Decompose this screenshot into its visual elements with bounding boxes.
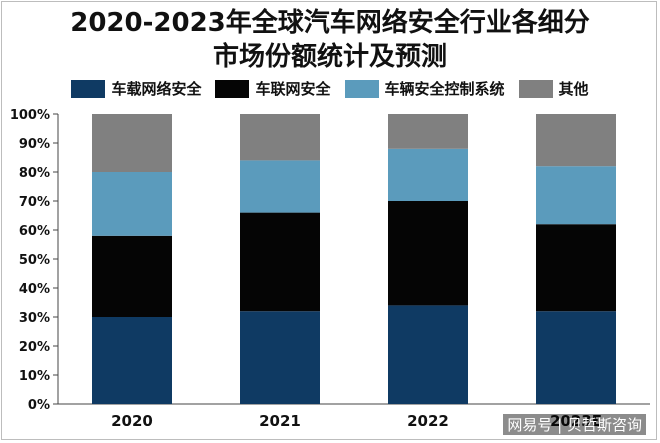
bar-segment [92,235,172,317]
bar-segment [536,311,616,404]
bar-segment [388,201,468,306]
y-tick-label: 60% [19,224,50,239]
legend-swatch [215,79,250,98]
y-tick-label: 70% [19,195,50,210]
legend-item: 其他 [518,78,589,99]
legend-label: 其他 [558,80,589,98]
legend-swatch [518,79,553,98]
chart-title-line-2: 市场份额统计及预测 [212,42,447,72]
bar-segment [92,172,172,236]
y-tick-label: 100% [10,108,50,123]
y-tick-label: 20% [19,340,50,355]
legend-label: 车辆安全控制系统 [384,80,505,98]
bar-segment [240,212,320,312]
bar-segment [388,148,468,201]
y-tick-label: 30% [19,311,50,326]
bar-segment [536,224,616,312]
legend-swatch [344,79,379,98]
x-tick-label: 2020 [111,412,153,430]
legend-label: 车联网安全 [255,80,331,98]
chart-title: 2020-2023年全球汽车网络安全行业各细分 市场份额统计及预测 [0,6,660,74]
bar-segment [92,114,172,172]
bar-segment [388,305,468,404]
bar-segment [536,114,616,167]
legend-label: 车载网络安全 [111,80,202,98]
y-tick-label: 50% [19,253,50,268]
source-watermark: 网易号 | 贝哲斯咨询 [503,414,646,435]
legend-item: 车辆安全控制系统 [344,78,505,99]
bar-segment [240,311,320,404]
legend-item: 车联网安全 [215,78,331,99]
x-tick-label: 2023E [550,412,602,430]
bar-segment [536,166,616,225]
legend-swatch [71,79,106,98]
y-tick-label: 90% [19,137,50,152]
bar-segment [388,114,468,149]
y-tick-label: 0% [28,398,50,413]
chart-title-line-1: 2020-2023年全球汽车网络安全行业各细分 [70,8,590,38]
bar-segment [92,317,172,404]
bar-segment [240,160,320,213]
y-tick-label: 40% [19,282,50,297]
legend-item: 车载网络安全 [71,78,201,99]
chart-legend: 车载网络安全 车联网安全 车辆安全控制系统 其他 [0,78,660,99]
x-tick-label: 2022 [407,412,449,430]
y-tick-label: 10% [19,369,50,384]
bar-segment [240,114,320,161]
y-tick-label: 80% [19,166,50,181]
x-tick-label: 2021 [259,412,301,430]
